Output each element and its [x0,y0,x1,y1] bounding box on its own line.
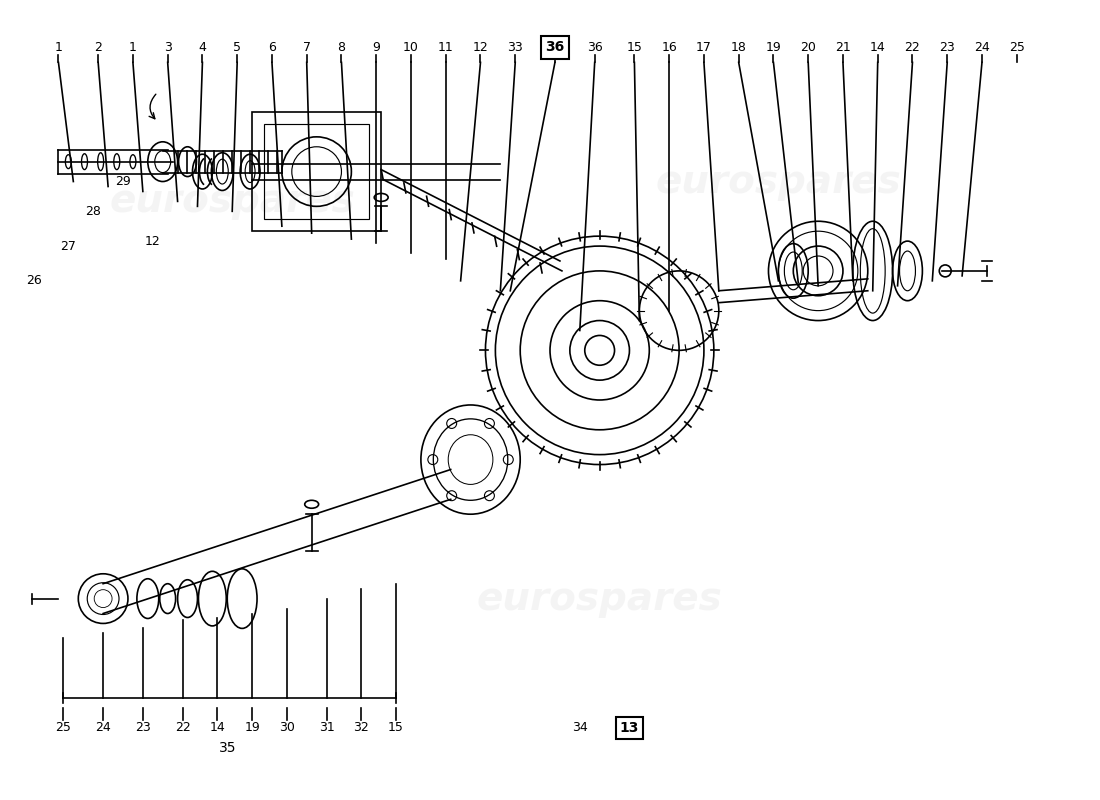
Text: 24: 24 [96,722,111,734]
Text: 9: 9 [372,41,381,54]
Text: 18: 18 [730,41,747,54]
Text: 22: 22 [904,41,921,54]
Text: 14: 14 [870,41,886,54]
Text: 7: 7 [302,41,310,54]
Text: 17: 17 [696,41,712,54]
Text: eurospares: eurospares [656,162,901,201]
Text: 33: 33 [507,41,524,54]
Text: 35: 35 [219,741,236,754]
Text: 1: 1 [129,41,136,54]
Text: 29: 29 [116,175,131,188]
Text: 20: 20 [801,41,816,54]
Text: eurospares: eurospares [476,580,723,618]
Text: 34: 34 [572,722,587,734]
Text: 23: 23 [135,722,151,734]
Text: 23: 23 [939,41,955,54]
Text: 36: 36 [546,41,564,54]
Text: 8: 8 [338,41,345,54]
Text: 26: 26 [25,274,42,287]
Text: 28: 28 [86,205,101,218]
Text: 5: 5 [233,41,241,54]
Text: 14: 14 [209,722,226,734]
Text: 10: 10 [403,41,419,54]
Text: eurospares: eurospares [109,182,355,220]
Text: 21: 21 [835,41,850,54]
Text: 3: 3 [164,41,172,54]
Text: 12: 12 [473,41,488,54]
Text: 15: 15 [627,41,642,54]
Text: 22: 22 [175,722,190,734]
Text: 4: 4 [198,41,207,54]
Text: 27: 27 [60,239,76,253]
Text: 15: 15 [388,722,404,734]
Text: 31: 31 [319,722,334,734]
Text: 19: 19 [244,722,260,734]
Text: 25: 25 [55,722,72,734]
Bar [252,112,382,231]
Text: 12: 12 [145,234,161,248]
Bar [264,124,370,219]
Text: 32: 32 [353,722,370,734]
Text: 2: 2 [95,41,102,54]
Text: 1: 1 [55,41,63,54]
Text: 24: 24 [975,41,990,54]
Text: 25: 25 [1009,41,1025,54]
Text: 16: 16 [661,41,676,54]
Text: 13: 13 [619,721,639,734]
Text: 30: 30 [279,722,295,734]
Text: 11: 11 [438,41,453,54]
Text: 19: 19 [766,41,781,54]
Text: 36: 36 [586,41,603,54]
Text: 6: 6 [268,41,276,54]
